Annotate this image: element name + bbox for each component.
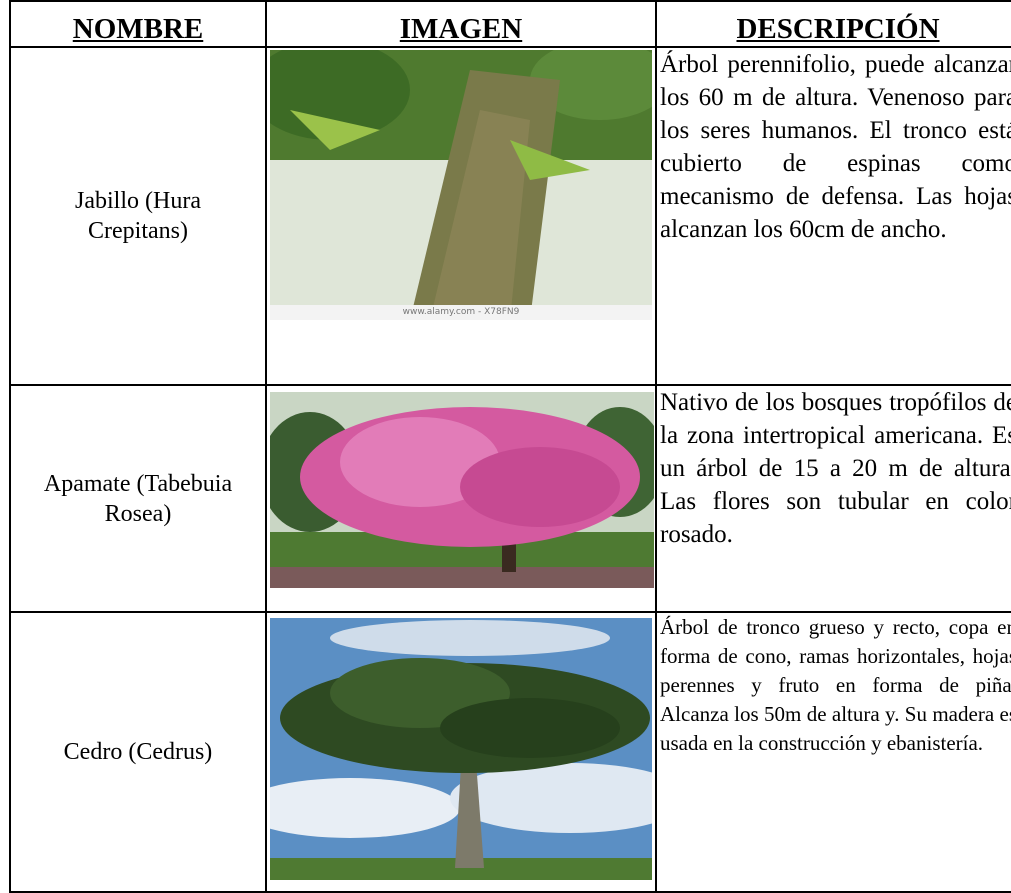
row: Jabillo (Hura Crepitans) www.alamy.com -…: [9, 40, 1011, 386]
tree-image: [240, 618, 690, 880]
name-cell: Cedro (Cedrus): [9, 611, 267, 893]
image-cell: www.alamy.com - X78FN9: [250, 40, 670, 386]
tree-table: NOMBRE IMAGEN DESCRIPCIÓN Jabillo (Hura …: [9, 0, 1011, 893]
description-cell: Nativo de los bosques tropófilos de la z…: [655, 384, 1011, 613]
image-cell: [240, 611, 690, 893]
image-caption: www.alamy.com - X78FN9: [403, 307, 520, 317]
header-cell: NOMBRE: [9, 0, 267, 48]
name-cell: Jabillo (Hura Crepitans): [9, 46, 267, 386]
row: Cedro (Cedrus) Árbol de tronco grueso y …: [9, 611, 1011, 893]
header-cell: DESCRIPCIÓN: [655, 0, 1011, 48]
header-row: NOMBRE IMAGEN DESCRIPCIÓN: [9, 0, 1011, 48]
description-cell: Árbol de tronco grueso y recto, copa en …: [655, 611, 1011, 893]
tree-image: www.alamy.com - X78FN9: [250, 40, 670, 320]
header-cell: IMAGEN: [265, 0, 657, 48]
description-cell: Árbol perennifolio, puede alcanzar los 6…: [655, 46, 1011, 386]
row: Apamate (Tabebuia Rosea) Nativo de los b…: [9, 384, 1011, 613]
tree-image: [260, 392, 665, 588]
image-cell: [260, 384, 665, 613]
name-cell: Apamate (Tabebuia Rosea): [9, 384, 267, 613]
